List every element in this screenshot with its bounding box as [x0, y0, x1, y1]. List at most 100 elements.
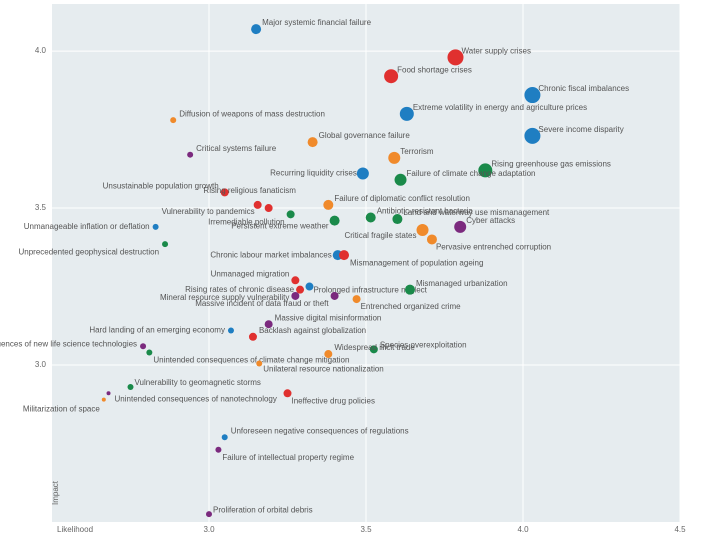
point-label: Antibiotic-resistant bacteria: [377, 207, 474, 216]
risk-point: [388, 151, 401, 164]
risk-point: [220, 188, 229, 197]
risk-point: [352, 295, 361, 304]
point-label: Unintended consequences of climate chang…: [153, 356, 349, 365]
risk-point: [187, 151, 194, 158]
risk-point: [305, 282, 314, 291]
x-axis-label: Likelihood: [57, 525, 93, 534]
point-label: Pervasive entrenched corruption: [436, 243, 551, 252]
risk-point: [291, 291, 300, 300]
point-label: Major systemic financial failure: [262, 18, 371, 27]
risk-point: [291, 276, 300, 285]
risk-point: [524, 87, 541, 104]
risk-point: [329, 215, 340, 226]
point-label: Unilateral resource nationalization: [263, 365, 384, 374]
risk-point: [426, 234, 437, 245]
risk-point: [356, 167, 369, 180]
risk-point: [106, 391, 111, 396]
y-axis-label: Impact: [51, 480, 60, 505]
risk-point: [307, 137, 318, 148]
point-label: Failure of diplomatic conflict resolutio…: [334, 194, 470, 203]
point-label: Militarization of space: [23, 405, 100, 414]
y-tick-label: 4.0: [35, 46, 47, 55]
risk-point: [323, 199, 334, 210]
point-label: Hard landing of an emerging economy: [89, 326, 225, 335]
risk-point: [162, 241, 169, 248]
x-tick-label: 4.0: [517, 525, 529, 534]
risk-point: [227, 327, 234, 334]
risk-point: [152, 223, 159, 230]
point-label: Vulnerability to pandemics: [162, 207, 255, 216]
risk-point: [394, 173, 407, 186]
point-label: Failure of climate change adaptation: [407, 169, 536, 178]
point-label: Mismanaged urbanization: [416, 279, 508, 288]
risk-point: [369, 345, 378, 354]
y-tick-label: 3.0: [35, 360, 47, 369]
risk-point: [286, 210, 295, 219]
point-label: Cyber attacks: [466, 216, 515, 225]
point-label: Critical fragile states: [344, 231, 416, 240]
risk-point: [454, 220, 467, 233]
risk-point: [324, 350, 333, 359]
point-label: Irremediable pollution: [208, 217, 285, 226]
risk-point: [264, 204, 273, 213]
risk-point: [478, 163, 493, 178]
point-label: Widespread illicit trade: [334, 343, 415, 352]
point-label: Severe income disparity: [538, 125, 623, 134]
y-tick-label: 3.5: [35, 203, 47, 212]
risk-point: [384, 69, 399, 84]
risk-point: [101, 397, 106, 402]
risk-point: [264, 320, 273, 329]
x-tick-label: 4.5: [674, 525, 686, 534]
point-label: Diffusion of weapons of mass destruction: [179, 109, 325, 118]
risk-point: [140, 343, 147, 350]
risk-point: [256, 360, 263, 367]
point-label: Recurring liquidity crises: [270, 169, 357, 178]
point-label: Mineral resource supply vulnerability: [160, 293, 289, 302]
risk-point: [251, 24, 262, 35]
point-label: Massive digital misinformation: [275, 313, 382, 322]
point-label: Rising rates of chronic disease: [185, 285, 294, 294]
point-label: Land and waterway use mismanagement: [403, 208, 550, 217]
point-label: Failure of intellectual property regime: [222, 453, 354, 462]
point-label: Unforeseen negative consequences of regu…: [231, 426, 409, 435]
risk-point: [253, 200, 262, 209]
risk-point: [404, 284, 415, 295]
point-label: Unmanaged migration: [211, 269, 290, 278]
risk-point: [296, 285, 305, 294]
x-tick-label: 3.5: [360, 525, 372, 534]
risk-point: [392, 214, 403, 225]
point-label: Unintended consequences of new life scie…: [0, 339, 137, 348]
point-label: Rising religious fanaticism: [203, 186, 296, 195]
point-label: Chronic labour market imbalances: [210, 250, 331, 259]
point-label: Species overexploitation: [380, 340, 467, 349]
point-label: Massive incident of data fraud or theft: [195, 299, 329, 308]
risk-point: [365, 212, 376, 223]
point-label: Unprecedented geophysical destruction: [18, 247, 159, 256]
point-label: Proliferation of orbital debris: [213, 505, 313, 514]
point-label: Prolonged infrastructure neglect: [313, 286, 427, 295]
point-label: Chronic fiscal imbalances: [538, 84, 629, 93]
point-label: Backlash against globalization: [259, 326, 366, 335]
risk-point: [399, 106, 414, 121]
point-label: Water supply crises: [461, 46, 531, 55]
risk-point: [170, 117, 177, 124]
point-label: Global governance failure: [319, 131, 411, 140]
risk-point: [339, 250, 350, 261]
risk-point: [283, 389, 292, 398]
point-label: Unintended consequences of nanotechnolog…: [115, 394, 277, 403]
point-label: Critical systems failure: [196, 144, 277, 153]
risk-point: [248, 332, 257, 341]
risk-point: [221, 434, 228, 441]
point-label: Unmanageable inflation or deflation: [24, 222, 150, 231]
risk-point: [447, 49, 464, 66]
risk-point: [416, 224, 429, 237]
point-label: Vulnerability to geomagnetic storms: [135, 378, 261, 387]
x-tick-label: 3.0: [203, 525, 215, 534]
point-label: Terrorism: [400, 147, 434, 156]
risk-point: [127, 384, 134, 391]
point-label: Persistent extreme weather: [231, 222, 329, 231]
risk-point: [146, 349, 153, 356]
risk-point: [206, 511, 212, 518]
point-label: Rising greenhouse gas emissions: [491, 159, 611, 168]
